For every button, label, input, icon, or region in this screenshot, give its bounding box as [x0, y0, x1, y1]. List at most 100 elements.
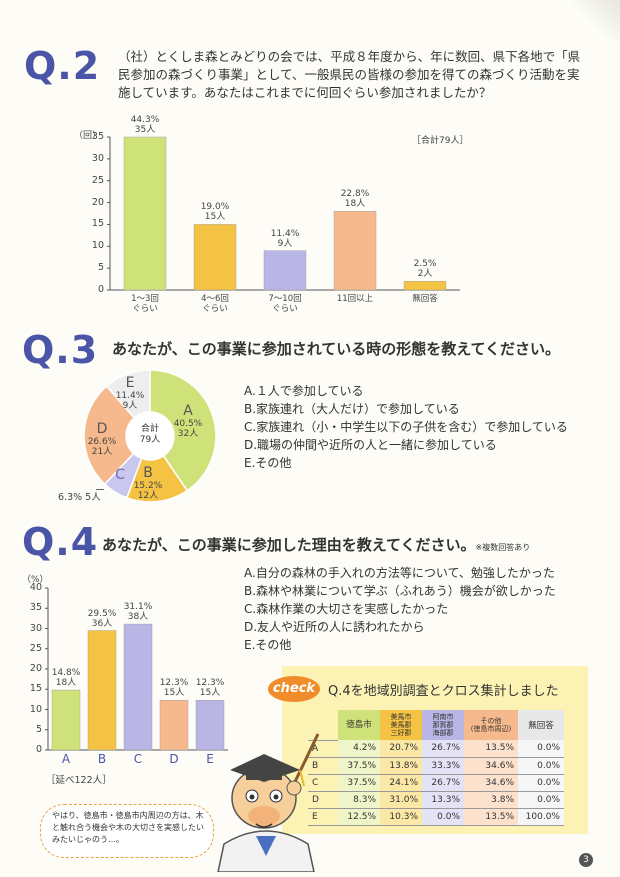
- table-cell: 13.8%: [380, 757, 422, 775]
- q3-slice-label-d: D 26.6% 21人: [82, 421, 122, 458]
- q4-label: Q.4: [22, 520, 99, 564]
- donut-slice-a: [149, 369, 217, 492]
- q4-option-a: A.自分の森林の手入れの方法等について、勉強したかった: [244, 566, 555, 580]
- cross-col-header: 徳島市: [338, 710, 380, 740]
- q3-leader-line: [96, 489, 104, 490]
- q4-question-text: あなたが、この事業に参加した理由を教えてください。: [102, 536, 476, 554]
- bar-count-label: 18人: [55, 678, 77, 689]
- q4-options: A.自分の森林の手入れの方法等について、勉強したかった B.森林や林業について学…: [244, 564, 556, 654]
- cross-table-grid: 徳島市 美馬市 美馬郡 三好郡 阿南市 那賀郡 海部郡 その他 (徳島市周辺) …: [308, 710, 564, 826]
- table-cell: 26.7%: [422, 774, 464, 792]
- table-cell: 0.0%: [518, 757, 564, 775]
- table-cell: 31.0%: [380, 791, 422, 809]
- donut-slice-e: [105, 369, 151, 419]
- q2-unit: （回）: [74, 131, 102, 141]
- q3-slice-key: D: [96, 421, 108, 437]
- row-key: D: [308, 791, 338, 809]
- table-cell: 13.3%: [422, 791, 464, 809]
- q3-slice-percent: 11.4%: [115, 391, 145, 401]
- table-cell: 0.0%: [518, 774, 564, 792]
- x-category-label: A: [61, 752, 71, 766]
- table-row: A 4.2% 20.7% 26.7% 13.5% 0.0%: [308, 740, 564, 758]
- professor-mascot-illustration: [217, 733, 320, 872]
- q3-donut-center: 合計 79人: [128, 424, 172, 446]
- q3-label: Q.3: [22, 328, 99, 372]
- row-key: C: [308, 774, 338, 792]
- page-number: 3: [579, 853, 593, 867]
- q4-option-d: D.友人や近所の人に誘われたから: [244, 620, 425, 634]
- cross-col-header: その他 (徳島市周辺): [464, 710, 518, 740]
- q3-option-e: E.その他: [244, 456, 292, 470]
- y-tick-label: 30: [29, 622, 42, 634]
- table-cell: 10.3%: [380, 808, 422, 826]
- q4-option-c: C.森林作業の大切さを実感したかった: [244, 602, 449, 616]
- bar: [159, 699, 189, 751]
- q3-options: A.１人で参加している B.家族連れ（大人だけ）で参加している C.家族連れ（小…: [244, 382, 568, 472]
- row-key: A: [308, 740, 338, 758]
- bar: [403, 281, 447, 291]
- table-cell: 100.0%: [518, 808, 564, 826]
- y-tick-label: 15: [91, 218, 104, 230]
- y-tick-label: 0: [97, 284, 104, 295]
- y-tick-label: 35: [29, 602, 42, 614]
- table-cell: 13.5%: [464, 808, 518, 826]
- bar-count-label: 9人: [277, 238, 293, 249]
- bar-count-label: 15人: [204, 212, 226, 223]
- q4-unit: （%）: [22, 575, 49, 585]
- bar-percent-label: 12.3%: [159, 678, 189, 689]
- bar: [87, 630, 117, 751]
- bar-count-label: 15人: [163, 688, 185, 699]
- q3-slice-count: 32人: [177, 429, 199, 439]
- q4-total: ［延べ122人］: [46, 775, 112, 786]
- bar-count-label: 38人: [127, 612, 149, 623]
- x-category-label: C: [133, 752, 143, 766]
- y-tick-label: 20: [29, 663, 42, 674]
- table-cell: 37.5%: [338, 757, 380, 775]
- bar: [51, 689, 81, 751]
- y-tick-label: 10: [29, 703, 42, 715]
- page-corner-curl: [570, 0, 620, 40]
- table-row: C 37.5% 24.1% 26.7% 34.6% 0.0%: [308, 774, 564, 792]
- bar-percent-label: 22.8%: [340, 189, 370, 200]
- row-key: B: [308, 757, 338, 775]
- table-cell: 4.2%: [338, 740, 380, 758]
- q3-slice-count: 12人: [137, 491, 159, 501]
- q4-note: ※複数回答あり: [475, 543, 531, 552]
- cross-col-header: 美馬市 美馬郡 三好郡: [380, 710, 422, 740]
- y-tick-label: 15: [29, 683, 42, 695]
- bar-percent-label: 11.4%: [270, 228, 300, 239]
- x-category-label: 7〜10回 ぐらい: [268, 294, 302, 314]
- q3-slice-percent: 40.5%: [173, 419, 203, 429]
- q3-slice-c-external: 6.3% 5人: [58, 492, 101, 503]
- y-tick-label: 0: [35, 744, 42, 755]
- q3-slice-label-c: C: [115, 467, 125, 483]
- q3-slice-percent: 15.2%: [133, 481, 163, 491]
- bar-percent-label: 31.1%: [123, 602, 153, 613]
- bar-percent-label: 44.3%: [130, 115, 160, 125]
- q3-slice-count: 21人: [91, 447, 113, 457]
- x-category-label: D: [169, 752, 179, 766]
- y-tick-label: 35: [91, 131, 104, 142]
- q2-label: Q.2: [24, 44, 101, 88]
- q4-bar-chart: [45, 587, 228, 751]
- bar-count-label: 15人: [199, 688, 221, 699]
- table-cell: 0.0%: [422, 808, 464, 826]
- table-row: D 8.3% 31.0% 13.3% 3.8% 0.0%: [308, 791, 564, 809]
- bar: [123, 136, 167, 291]
- x-category-label: 1〜3回 ぐらい: [131, 294, 159, 314]
- cross-table: 徳島市 美馬市 美馬郡 三好郡 阿南市 那賀郡 海部郡 その他 (徳島市周辺) …: [308, 710, 564, 826]
- table-cell: 34.6%: [464, 757, 518, 775]
- q3-donut-chart: [83, 369, 217, 503]
- row-key: E: [308, 808, 338, 826]
- table-cell: 34.6%: [464, 774, 518, 792]
- q3-slice-key: A: [183, 403, 193, 419]
- q3-option-b: B.家族連れ（大人だけ）で参加している: [244, 402, 460, 416]
- q2-total: ［合計79人］: [412, 136, 469, 146]
- q3-option-d: D.職場の仲間や近所の人と一緒に参加している: [244, 438, 497, 452]
- table-cell: 13.5%: [464, 740, 518, 758]
- bar-percent-label: 14.8%: [51, 668, 81, 679]
- q3-center-value: 79人: [139, 435, 161, 445]
- table-row: E 12.5% 10.3% 0.0% 13.5% 100.0%: [308, 808, 564, 826]
- x-category-label: B: [97, 752, 107, 766]
- q3-slice-count: 9人: [122, 401, 138, 411]
